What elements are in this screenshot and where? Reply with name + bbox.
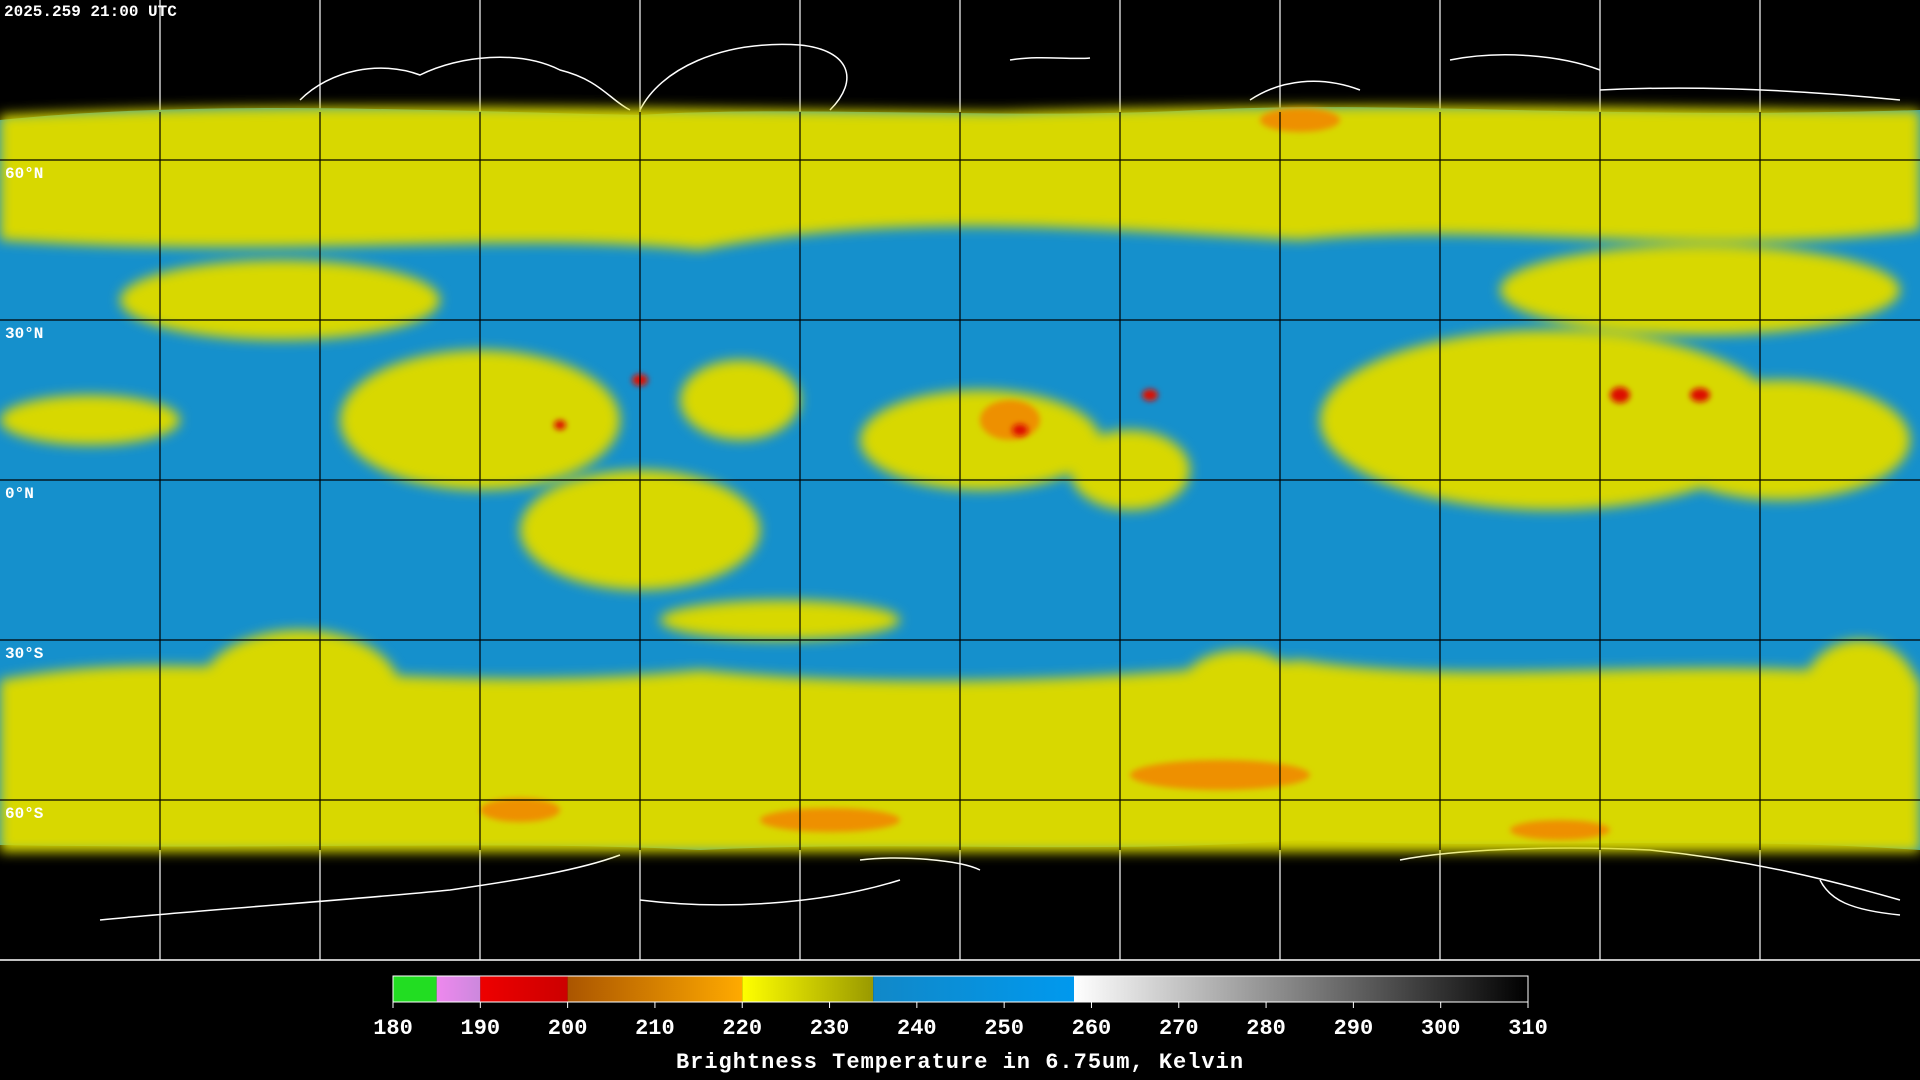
latitude-label: 60°S: [5, 805, 44, 823]
colorbar-tick-label: 270: [1159, 1016, 1199, 1041]
colorbar-tick-label: 250: [984, 1016, 1024, 1041]
polar-coastlines: [99, 43, 1901, 921]
latitude-label: 30°S: [5, 645, 44, 663]
colorbar-tick-label: 300: [1421, 1016, 1461, 1041]
colorbar-label: Brightness Temperature in 6.75um, Kelvin: [676, 1050, 1244, 1075]
colorbar-tick-label: 310: [1508, 1016, 1548, 1041]
colorbar-tick-label: 280: [1246, 1016, 1286, 1041]
colorbar-segment: [436, 976, 481, 1002]
colorbar-tick-label: 210: [635, 1016, 675, 1041]
latitude-label: 0°N: [5, 485, 34, 503]
latitude-label: 30°N: [5, 325, 43, 343]
timestamp: 2025.259 21:00 UTC: [4, 3, 177, 21]
colorbar-segment: [480, 976, 568, 1002]
colorbar: 180 190 200 210 220 230 240 250 260 270 280 290 300 3…: [373, 975, 1548, 1041]
colorbar-segment: [393, 976, 437, 1002]
colorbar-tick-label: 190: [461, 1016, 501, 1041]
colorbar-segment: [567, 976, 743, 1002]
colorbar-tick-label: 260: [1072, 1016, 1112, 1041]
colorbar-tick-label: 290: [1334, 1016, 1374, 1041]
latitude-label: 60°N: [5, 165, 43, 183]
colorbar-tick-label: 180: [373, 1016, 413, 1041]
colorbar-tick-label: 240: [897, 1016, 937, 1041]
colorbar-tick-label: 220: [722, 1016, 762, 1041]
cold-cloud-tops: [554, 374, 1710, 436]
colorbar-tick-label: 200: [548, 1016, 588, 1041]
colorbar-segment: [1074, 976, 1528, 1002]
colorbar-segment: [742, 976, 874, 1002]
graticule: [0, 112, 1920, 850]
colorbar-segment: [873, 976, 1074, 1002]
colorbar-tick-label: 230: [810, 1016, 850, 1041]
colorbar-frame: [392, 975, 1529, 1003]
latitude-labels: 60°N 30°N 0°N 30°S 60°S: [5, 165, 44, 823]
